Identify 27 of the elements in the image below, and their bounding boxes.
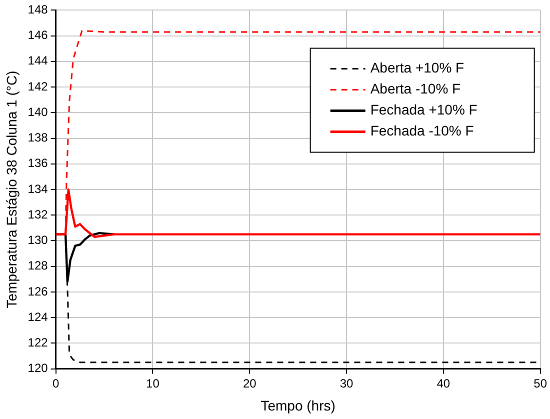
legend-label: Fechada -10% F <box>370 122 474 139</box>
y-tick-label: 146 <box>28 28 48 42</box>
y-tick-label: 148 <box>28 2 48 17</box>
y-tick-label: 142 <box>28 79 48 94</box>
y-tick-label: 138 <box>28 130 48 145</box>
x-tick-label: 50 <box>534 376 548 390</box>
legend-label: Aberta -10% F <box>370 80 461 97</box>
y-tick-label: 136 <box>28 156 48 170</box>
y-tick-label: 144 <box>28 54 48 68</box>
legend-label: Aberta +10% F <box>370 60 464 76</box>
x-tick-label: 30 <box>340 376 354 390</box>
y-tick-label: 140 <box>28 104 48 119</box>
x-tick-label: 20 <box>242 376 257 390</box>
y-tick-label: 126 <box>28 284 48 298</box>
y-tick-label: 124 <box>28 310 48 324</box>
x-tick-label: 10 <box>146 376 160 390</box>
y-tick-label: 134 <box>28 182 48 196</box>
y-tick-label: 130 <box>28 233 48 248</box>
legend-label: Fechada +10% F <box>370 102 478 118</box>
x-tick-label: 0 <box>52 376 60 390</box>
y-tick-label: 120 <box>28 361 48 376</box>
y-tick-label: 132 <box>28 207 48 222</box>
x-tick-label: 40 <box>436 376 450 390</box>
y-tick-label: 128 <box>28 258 48 273</box>
y-axis-title: Temperatura Estágio 38 Coluna 1 (°C) <box>3 70 20 308</box>
x-axis-title: Tempo (hrs) <box>260 397 336 414</box>
y-tick-label: 122 <box>28 336 48 350</box>
